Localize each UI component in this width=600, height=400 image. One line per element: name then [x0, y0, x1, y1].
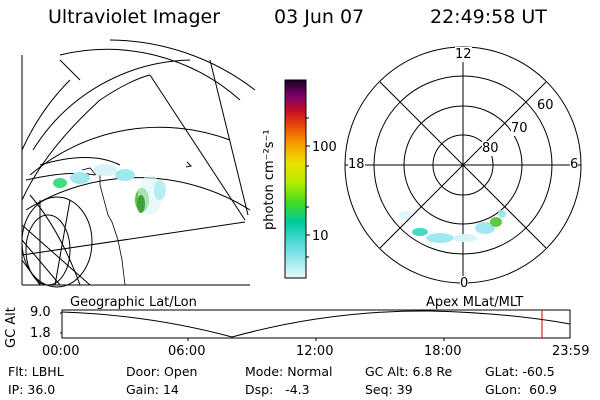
info-glat: GLat: -60.5 [485, 364, 555, 379]
x-tick-0600: 06:00 [168, 344, 206, 359]
time-label: 22:49:58 UT [430, 6, 547, 28]
aurora-polar [399, 210, 506, 243]
mlat-label-60: 60 [537, 98, 554, 113]
date-label: 03 Jun 07 [274, 6, 365, 28]
info-glon: GLon: 60.9 [485, 382, 558, 397]
geographic-map [21, 39, 256, 288]
info-gc-alt: GC Alt: 6.8 Re [365, 364, 453, 379]
colorbar [284, 79, 307, 279]
colorbar-tick-100: 100 [312, 140, 337, 155]
mlt-label-6: 6 [570, 157, 579, 172]
instrument-title: Ultraviolet Imager [48, 6, 221, 28]
info-door: Door: Open [126, 364, 198, 379]
x-tick-2359: 23:59 [552, 344, 590, 359]
mlat-label-80: 80 [482, 141, 499, 156]
x-tick-1800: 18:00 [424, 344, 462, 359]
info-dsp: Dsp: -4.3 [245, 382, 310, 397]
info-flt: Flt: LBHL [8, 364, 64, 379]
mlt-label-0: 0 [460, 276, 469, 291]
colorbar-tick-10: 10 [312, 229, 329, 244]
mlt-label-18: 18 [348, 157, 365, 172]
timeline-title-left: Geographic Lat/Lon [70, 295, 197, 310]
info-mode: Mode: Normal [245, 364, 333, 379]
y-tick-1-8: 1.8 [30, 326, 51, 341]
y-tick-9: 9.0 [30, 305, 51, 320]
aurora-geographic [53, 164, 166, 215]
altitude-timeline [60, 309, 571, 341]
mlat-label-70: 70 [511, 121, 528, 136]
polar-plot [344, 46, 582, 284]
mlt-label-12: 12 [455, 47, 472, 62]
info-gain: Gain: 14 [126, 382, 179, 397]
x-tick-0000: 00:00 [42, 344, 80, 359]
x-tick-1200: 12:00 [296, 344, 334, 359]
timeline-y-label: GC Alt [4, 307, 19, 348]
colorbar-label: photon cm⁻²s⁻¹ [262, 129, 277, 230]
info-seq: Seq: 39 [365, 382, 413, 397]
info-ip: IP: 36.0 [8, 382, 56, 397]
timeline-title-right: Apex MLat/MLT [426, 295, 524, 310]
